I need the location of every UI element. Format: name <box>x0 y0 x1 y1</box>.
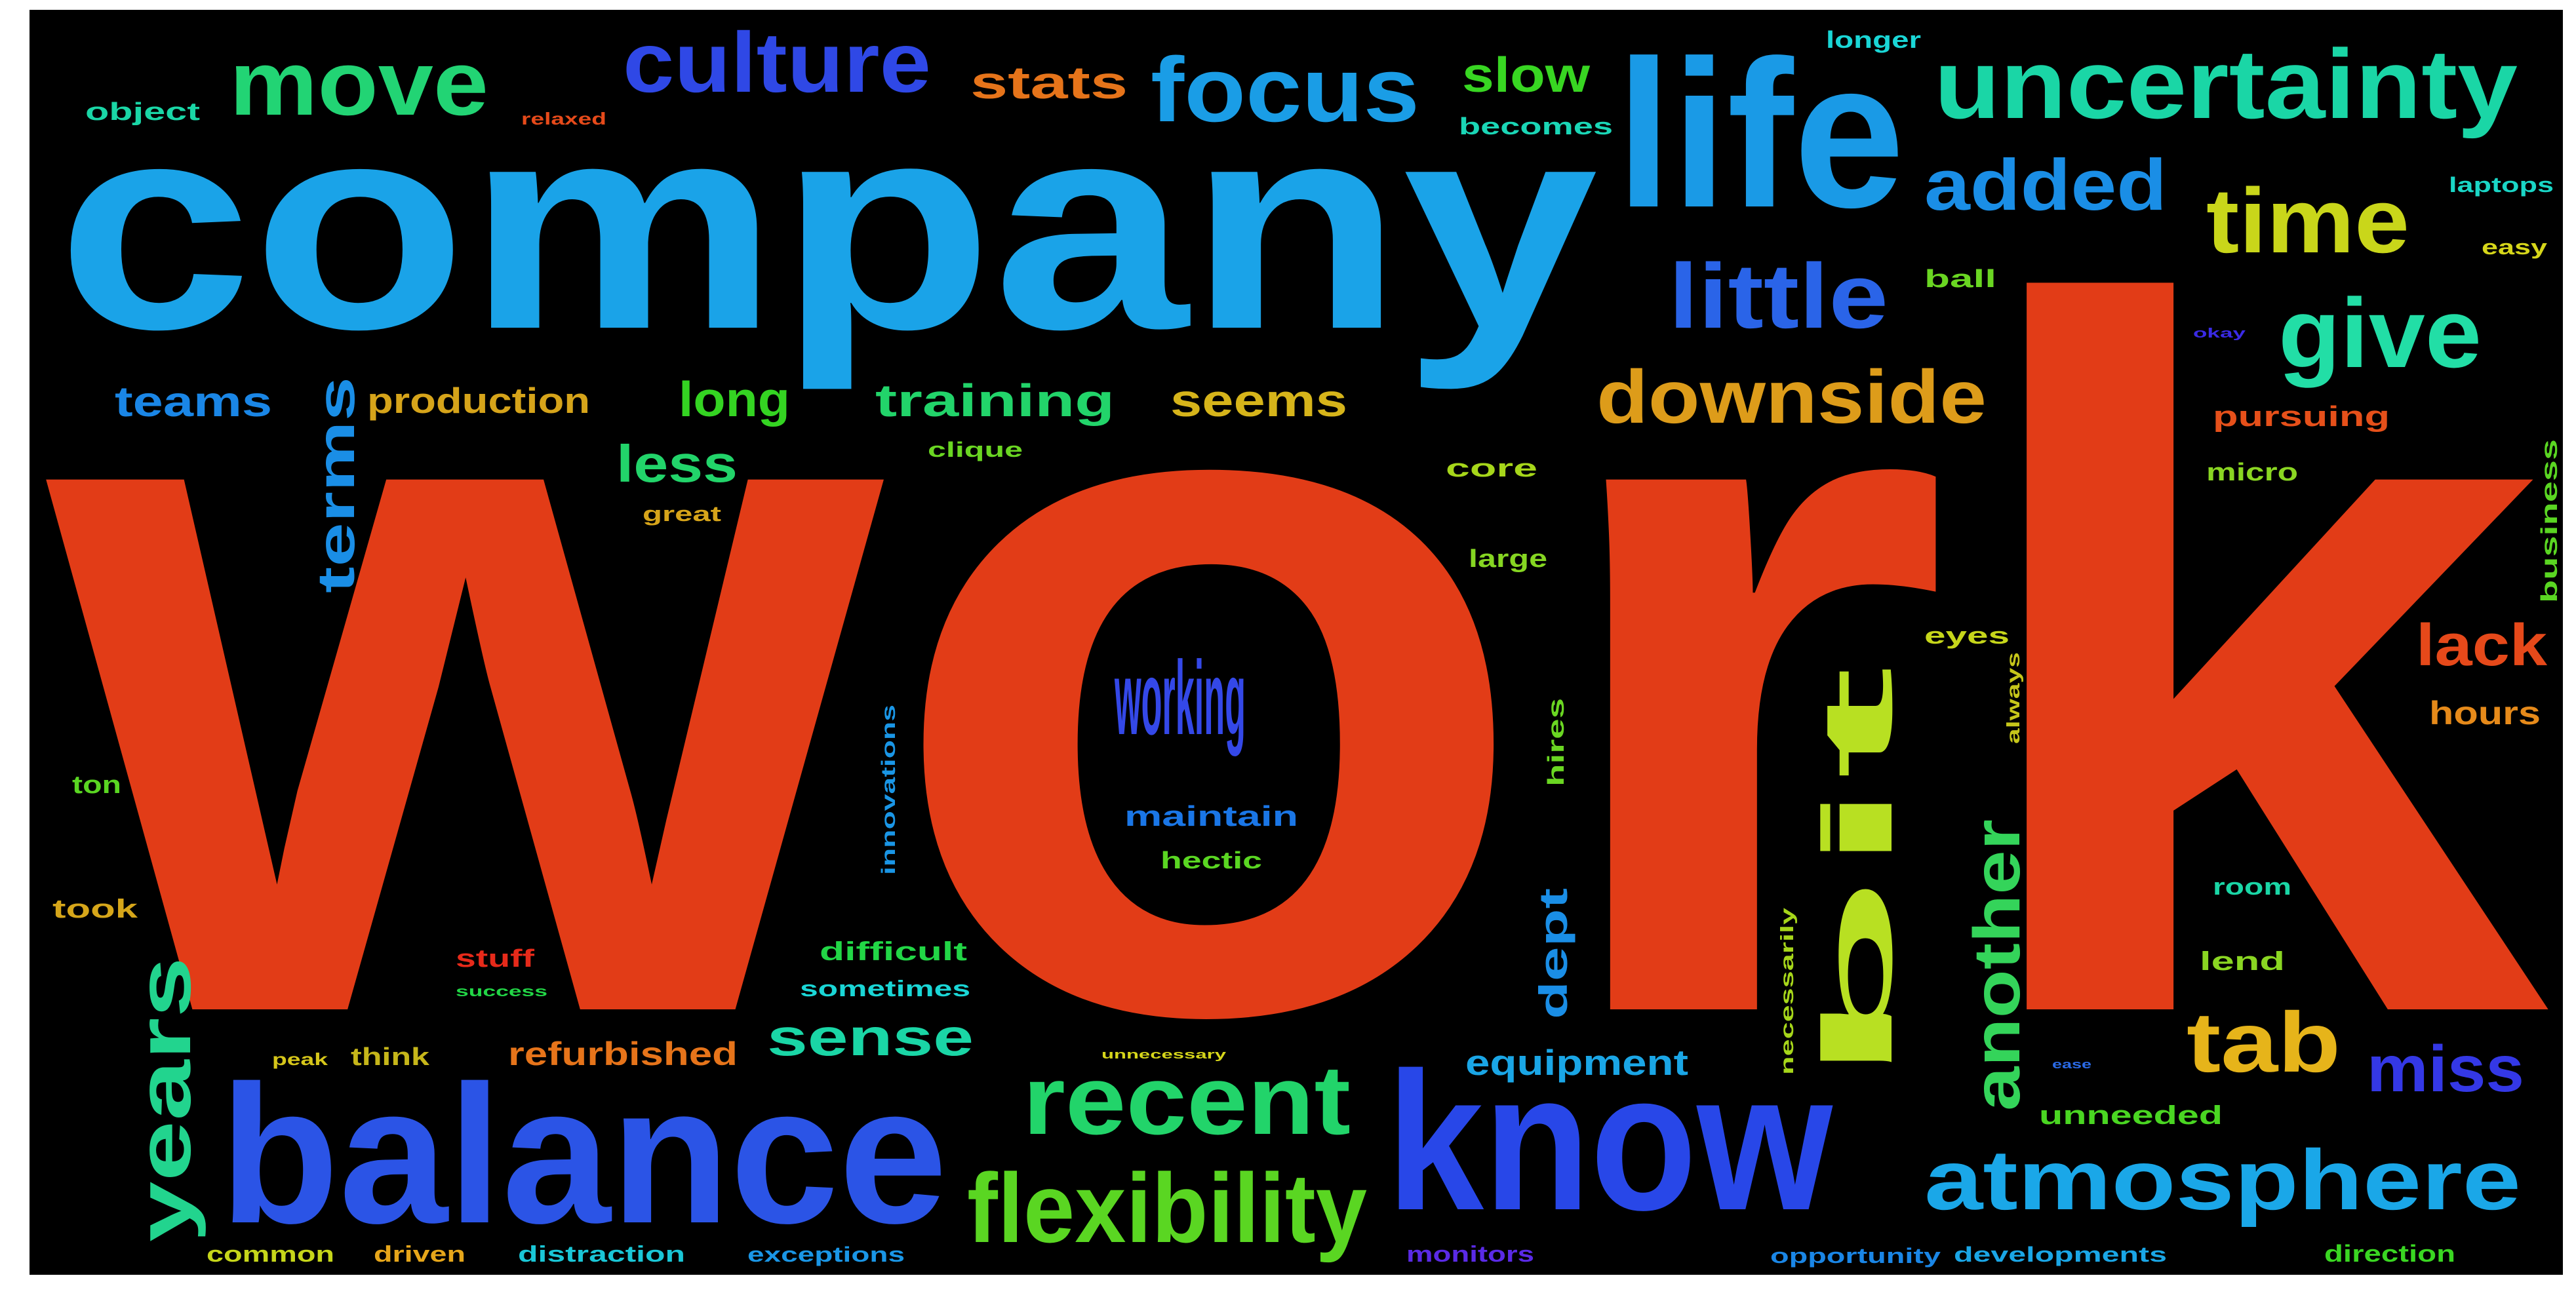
word-uncertainty: uncertainty <box>1934 29 2518 139</box>
word-lack: lack <box>2416 613 2548 678</box>
word-driven: driven <box>374 1242 466 1267</box>
word-opportunity: opportunity <box>1770 1244 1941 1268</box>
word-exceptions: exceptions <box>747 1243 905 1266</box>
word-move: move <box>229 31 488 134</box>
word-production: production <box>367 380 590 421</box>
word-common: common <box>207 1242 334 1267</box>
word-cloud: work company life balance know uncertain… <box>30 10 2563 1275</box>
word-clique: clique <box>928 438 1023 461</box>
word-added: added <box>1924 145 2167 225</box>
word-becomes: becomes <box>1459 113 1613 140</box>
word-give: give <box>2278 278 2482 388</box>
word-long: long <box>679 372 790 427</box>
word-lend: lend <box>2200 947 2285 976</box>
word-room: room <box>2213 873 2291 900</box>
word-longer: longer <box>1826 26 1921 53</box>
word-hours: hours <box>2429 695 2541 731</box>
word-unneeded: unneeded <box>2039 1101 2223 1130</box>
word-refurbished: refurbished <box>508 1036 738 1072</box>
word-cloud-panel: work company life balance know uncertain… <box>30 10 2563 1275</box>
word-atmosphere: atmosphere <box>1924 1132 2521 1228</box>
word-stuff: stuff <box>456 945 534 973</box>
word-flexibility: flexibility <box>967 1153 1367 1263</box>
word-micro: micro <box>2206 459 2298 486</box>
word-equipment: equipment <box>1465 1042 1688 1083</box>
word-company: company <box>57 62 1600 392</box>
word-eyes: eyes <box>1924 622 2010 649</box>
word-hectic: hectic <box>1160 847 1262 874</box>
word-focus: focus <box>1151 38 1419 141</box>
word-hires: hires <box>1543 698 1569 786</box>
word-sometimes: sometimes <box>800 977 970 1001</box>
word-downside: downside <box>1596 355 1987 439</box>
word-relaxed: relaxed <box>521 109 606 128</box>
word-large: large <box>1469 545 1547 573</box>
word-peak: peak <box>272 1049 328 1069</box>
word-working: bit <box>1802 665 1912 1085</box>
word-miss: miss <box>2367 1032 2524 1106</box>
word-took: took <box>52 895 138 923</box>
word-less: less <box>616 435 738 493</box>
word-success: success <box>456 983 547 1000</box>
word-work: work <box>32 102 2554 1222</box>
word-slow: slow <box>1462 47 1591 102</box>
word-pursuing: pursuing <box>2213 400 2390 433</box>
word-business: business <box>2537 439 2562 603</box>
word-know: know <box>1387 1031 1833 1251</box>
word-balance: balance <box>220 1044 947 1264</box>
word-innovations: innovations <box>878 705 900 875</box>
word-training: training <box>875 375 1115 426</box>
word-developments: developments <box>1954 1243 2167 1266</box>
word-years: years <box>123 957 207 1242</box>
word-time: time <box>2206 169 2409 272</box>
word-ball: ball <box>1924 265 1996 293</box>
word-stats: stats <box>970 57 1128 108</box>
word-distraction: distraction <box>518 1242 685 1267</box>
word-recent: recent <box>1023 1045 1351 1155</box>
word-culture: culture <box>623 14 931 110</box>
word-cloud-background <box>30 10 2563 1275</box>
word-easy: easy <box>2482 235 2547 259</box>
word-maintain: maintain <box>1124 800 1298 832</box>
word-monitors: monitors <box>1406 1242 1534 1267</box>
word-difficult: difficult <box>820 937 967 966</box>
word-terms: terms <box>307 377 365 593</box>
word-laptops: laptops <box>2449 173 2554 197</box>
word-object: object <box>85 98 201 126</box>
word-ease: ease <box>2052 1058 2091 1071</box>
word-teams: teams <box>115 378 272 425</box>
word-sense: sense <box>767 1008 974 1066</box>
word-seems: seems <box>1170 375 1347 426</box>
word-tab: tab <box>2187 994 2341 1090</box>
word-core: core <box>1446 455 1537 482</box>
word-bit: working <box>1115 639 1246 756</box>
word-ton: ton <box>72 771 121 799</box>
word-necessarily: necessarily <box>1777 907 1797 1075</box>
word-little: little <box>1669 244 1888 347</box>
word-dept: dept <box>1532 888 1575 1019</box>
word-think: think <box>351 1043 430 1071</box>
word-okay: okay <box>2193 326 2247 341</box>
word-unnecessary: unnecessary <box>1101 1048 1226 1061</box>
word-always: always <box>2003 652 2023 744</box>
word-direction: direction <box>2324 1240 2455 1267</box>
word-another: another <box>1960 819 2034 1111</box>
word-great: great <box>643 502 722 526</box>
word-life: life <box>1616 16 1905 251</box>
